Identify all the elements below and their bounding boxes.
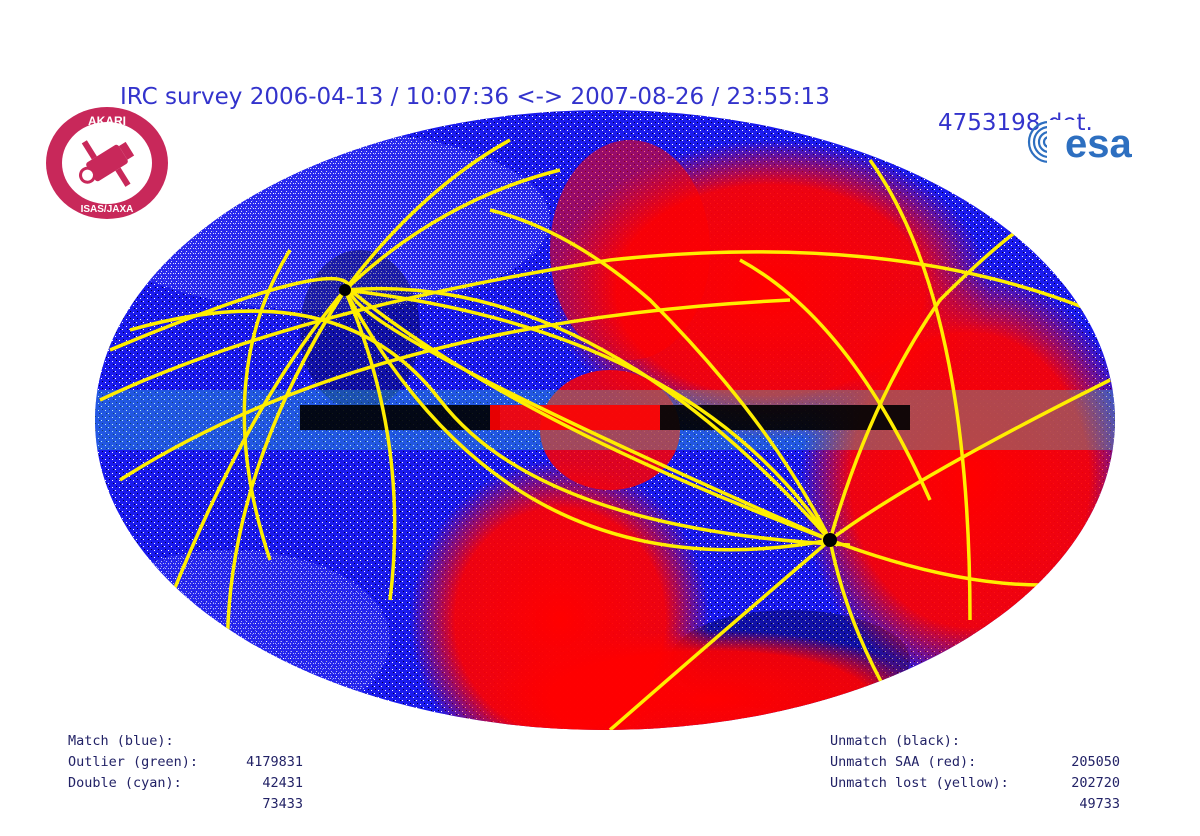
stat-value: 42431 [262,775,303,791]
stat-value: 4179831 [246,754,303,770]
stats-right-panel: Unmatch (black): 205050 Unmatch SAA (red… [830,710,1120,812]
stat-label: Match (blue): [68,733,174,749]
stat-value: 49733 [1079,796,1120,812]
stat-row-unmatch-saa: Unmatch SAA (red): 202720 [830,731,1120,791]
akari-logo-top-text: AKARI [88,114,126,128]
stat-label: Unmatch lost (yellow): [830,775,1009,791]
satellite-icon [78,140,135,187]
stat-label: Unmatch (black): [830,733,961,749]
stat-label: Unmatch SAA (red): [830,754,977,770]
unmatch-lost-yellow-tracks [99,138,1111,730]
stat-row-double: Double (cyan): 73433 [68,752,303,812]
map-title: IRC survey 2006-04-13 / 10:07:36 <-> 200… [0,58,1200,136]
stat-value: 205050 [1071,754,1120,770]
stat-label: Outlier (green): [68,754,199,770]
stat-row-unmatch-lost: Unmatch lost (yellow): 49733 [830,752,1120,812]
akari-logo-bottom-text: ISAS/JAXA [81,204,134,215]
esa-swirl-icon [1027,120,1077,164]
akari-logo: AKARI ISAS/JAXA [46,107,168,219]
stat-row-outlier: Outlier (green): 42431 [68,731,303,791]
esa-logo: esa [1027,120,1132,166]
stat-label: Double (cyan): [68,775,182,791]
stat-value: 202720 [1071,775,1120,791]
sky-map-body [95,110,1115,730]
stat-row-unmatch: Unmatch (black): 205050 [830,710,1120,770]
survey-period-text: IRC survey 2006-04-13 / 10:07:36 <-> 200… [120,84,830,110]
esa-logo-text: esa [1065,122,1132,166]
stat-value: 73433 [262,796,303,812]
track-crossing-points [339,284,837,547]
stats-left-panel: Match (blue): 4179831 Outlier (green): 4… [68,710,303,812]
all-sky-detection-map [95,110,1115,730]
stat-row-match: Match (blue): 4179831 [68,710,303,770]
